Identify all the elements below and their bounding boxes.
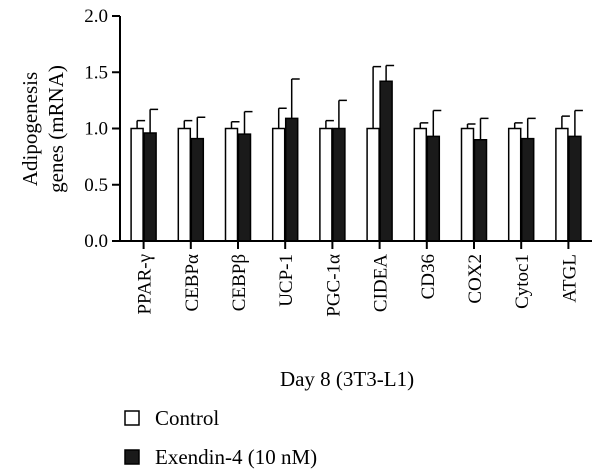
bar-control [319,127,333,242]
x-tick-label: CIDEA [371,254,392,312]
bar-control [130,127,144,242]
bar-exendin [568,135,582,242]
legend-swatch-control [124,410,140,426]
y-tick-label: 0.0 [84,231,108,252]
y-tick-label: 0.5 [84,175,108,196]
bar-exendin [190,137,205,242]
bar-exendin [284,117,299,242]
x-axis: PPAR-γ CEBPα CEBPβ UCP-1 PGC-1α CIDEA CD36 COX2… [120,240,592,317]
x-axis-label: Day 8 (3T3-L1) [280,367,414,391]
legend-label-exendin: Exendin-4 (10 nM) [155,445,317,469]
bar-control [224,127,239,242]
x-tick-label: ATGL [559,254,580,303]
bar-exendin [379,80,393,242]
x-tick-label: UCP-1 [276,254,297,307]
x-tick-label: CD36 [418,254,439,299]
x-tick-label: COX2 [465,254,486,304]
legend-label-control: Control [155,406,219,430]
y-axis: 0.0 0.5 1.0 1.5 2.0 [84,6,121,252]
y-tick-label: 2.0 [84,6,108,27]
y-tick-label: 1.0 [84,119,108,140]
bar-control [460,127,475,242]
y-axis-label-line1: Adipogenesis [18,72,42,186]
y-tick-label: 1.5 [84,62,108,83]
bar-exendin [426,135,441,242]
plot-area [130,64,583,242]
x-tick-label: Cytoc1 [512,254,533,309]
bar-exendin [473,139,488,242]
bar-control [271,127,286,242]
x-tick-label: CEBPα [182,254,203,312]
bar-control [413,127,428,242]
y-axis-label-line2: genes (mRNA) [44,65,68,193]
x-tick-label: CEBPβ [229,254,250,311]
bar-control [555,127,569,242]
bar-control [366,127,380,242]
bar-exendin [520,137,535,242]
bar-exendin [237,133,252,242]
legend: Control Exendin-4 (10 nM) [124,406,317,469]
x-tick-label: PPAR-γ [135,254,156,315]
bar-control [507,127,522,242]
legend-swatch-exendin [124,449,140,465]
bar-exendin [143,132,157,242]
x-tick-label: PGC-1α [323,254,344,317]
bar-control [177,127,192,242]
bar-exendin [332,127,346,242]
